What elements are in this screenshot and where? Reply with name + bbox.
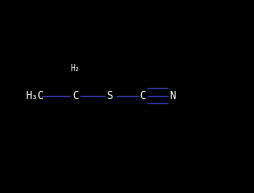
Text: S: S <box>106 91 112 101</box>
Text: H₂: H₂ <box>70 64 80 73</box>
Text: N: N <box>168 91 174 101</box>
Text: C: C <box>72 91 78 101</box>
Text: H₃C: H₃C <box>25 91 44 101</box>
Text: C: C <box>139 91 145 101</box>
